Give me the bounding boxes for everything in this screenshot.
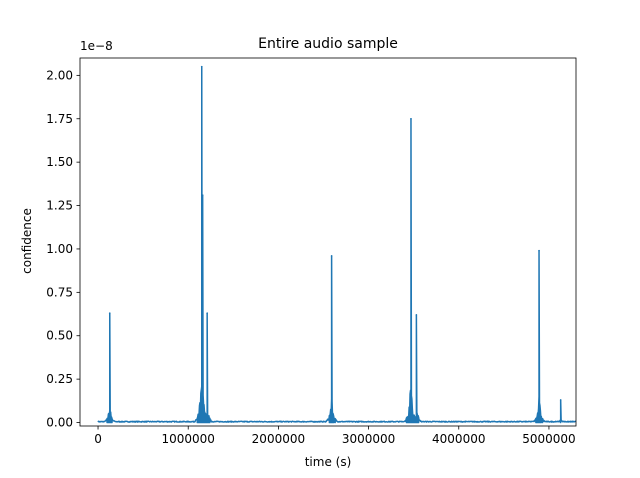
- chart-title: Entire audio sample: [258, 36, 398, 52]
- peak-point-3: [206, 312, 208, 314]
- y-tick-label: 0.50: [46, 329, 73, 343]
- x-tick-label: 0: [94, 432, 102, 446]
- y-tick-label: 0.25: [46, 372, 73, 386]
- axes-frame: [79, 57, 577, 427]
- y-tick-label: 0.00: [46, 416, 73, 430]
- y-offset-label: 1e−8: [80, 39, 113, 53]
- y-axis-label: confidence: [20, 208, 34, 274]
- x-tick-label: 2000000: [252, 432, 305, 446]
- peak-point-8: [559, 399, 562, 401]
- series-line: [97, 65, 576, 424]
- y-tick-label: 1.75: [46, 112, 73, 126]
- y-tick-label: 2.00: [46, 68, 73, 82]
- peak-point-0: [108, 312, 111, 314]
- peak-point-2: [201, 194, 204, 196]
- peak-point-1: [200, 65, 203, 68]
- plot-area: [97, 65, 576, 424]
- x-tick-label: 4000000: [432, 432, 485, 446]
- peak-point-5: [410, 117, 412, 120]
- peak-point-6: [415, 314, 418, 316]
- y-tick-label: 1.50: [46, 155, 73, 169]
- axes: 0 1000000 2000000 3000000 4000000 5000000 0.00…: [46, 57, 577, 446]
- x-tick-label: 1000000: [161, 432, 214, 446]
- x-tick-label: 3000000: [342, 432, 395, 446]
- peak-point-4: [330, 255, 333, 257]
- y-tick-label: 1.25: [46, 199, 73, 213]
- x-axis-label: time (s): [305, 455, 352, 469]
- y-tick-label: 0.75: [46, 285, 73, 299]
- y-tick-label: 1.00: [46, 242, 73, 256]
- x-tick-label: 5000000: [522, 432, 575, 446]
- peak-point-7: [538, 249, 540, 252]
